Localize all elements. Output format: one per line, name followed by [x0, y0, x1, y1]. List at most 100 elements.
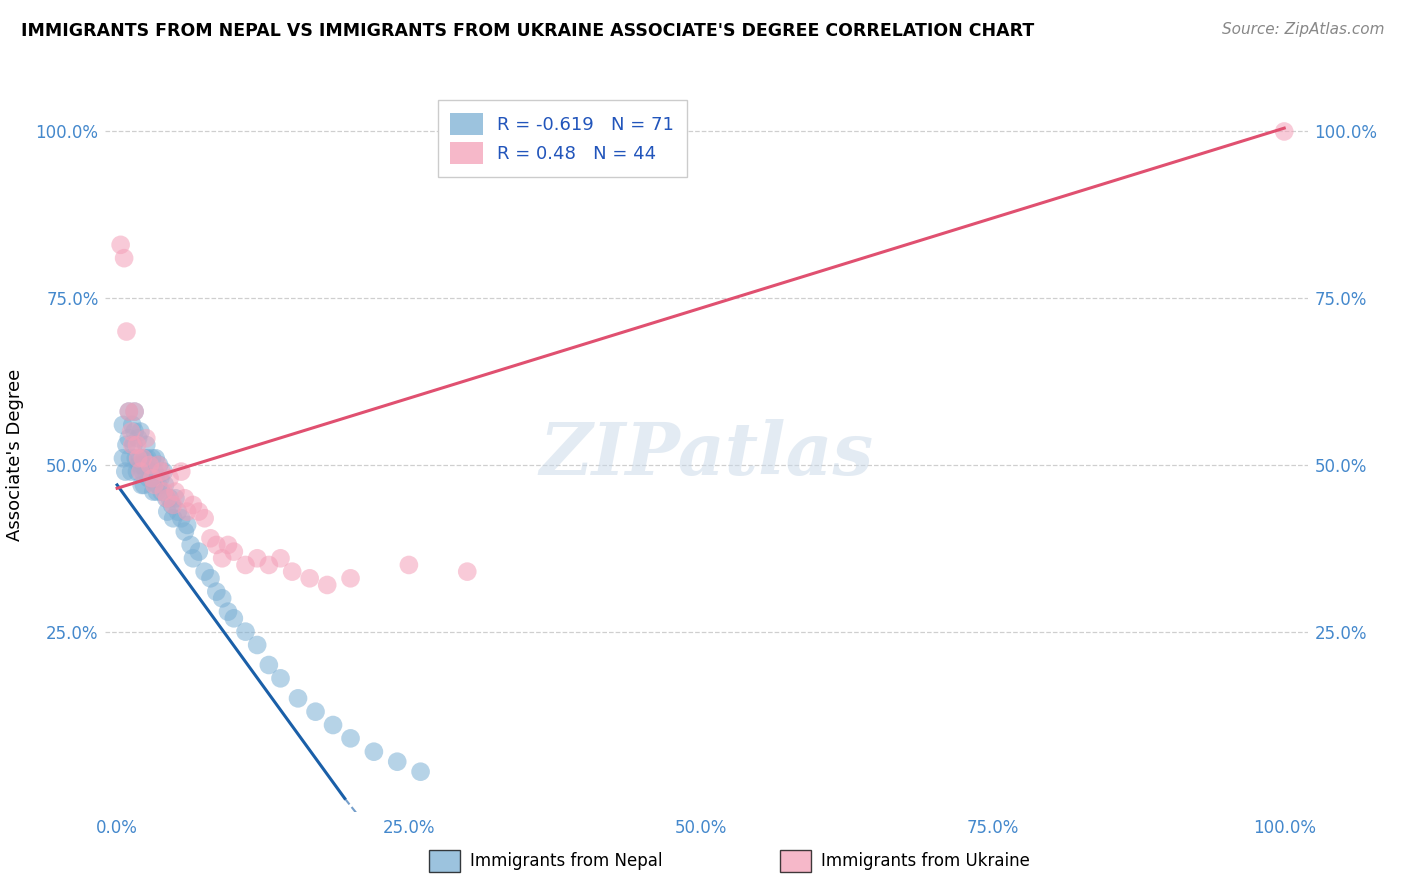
Point: [118, 431, 141, 445]
Point: [121, 438, 143, 452]
Point: [148, 458, 170, 472]
Point: [142, 484, 165, 499]
FancyBboxPatch shape: [780, 849, 811, 872]
Point: [150, 465, 173, 479]
Point: [187, 544, 209, 558]
Point: [128, 458, 150, 472]
Point: [115, 438, 138, 452]
Point: [127, 451, 149, 466]
Point: [176, 505, 198, 519]
Point: [124, 404, 146, 418]
Point: [270, 551, 292, 566]
Point: [141, 471, 163, 485]
Point: [165, 491, 187, 506]
Point: [387, 755, 409, 769]
Point: [156, 491, 179, 506]
Point: [170, 511, 193, 525]
Point: [194, 511, 217, 525]
Point: [118, 404, 141, 418]
Point: [136, 451, 159, 466]
Point: [146, 478, 169, 492]
Point: [156, 505, 179, 519]
Point: [162, 498, 184, 512]
Point: [139, 465, 162, 479]
FancyBboxPatch shape: [429, 849, 460, 872]
Point: [132, 451, 155, 466]
Point: [181, 551, 204, 566]
Point: [211, 591, 233, 606]
Point: [122, 438, 145, 452]
Point: [135, 438, 157, 452]
Point: [222, 544, 245, 558]
Point: [339, 571, 361, 585]
Point: [132, 478, 155, 492]
Point: [173, 524, 195, 539]
Point: [173, 491, 195, 506]
Point: [146, 484, 169, 499]
Point: [176, 518, 198, 533]
Text: Immigrants from Nepal: Immigrants from Nepal: [470, 852, 662, 870]
Point: [217, 605, 239, 619]
Point: [298, 571, 321, 585]
Point: [211, 551, 233, 566]
Point: [124, 404, 146, 418]
Point: [132, 465, 155, 479]
Point: [114, 465, 136, 479]
Point: [159, 471, 181, 485]
Point: [131, 478, 153, 492]
Point: [112, 251, 135, 265]
Point: [180, 538, 202, 552]
Point: [159, 491, 181, 506]
Point: [287, 691, 309, 706]
Point: [149, 471, 172, 485]
Point: [162, 511, 184, 525]
Point: [135, 431, 157, 445]
Point: [281, 565, 304, 579]
Point: [235, 558, 257, 572]
Point: [141, 451, 163, 466]
Point: [141, 471, 163, 485]
Point: [200, 571, 222, 585]
Point: [170, 465, 193, 479]
Point: [166, 505, 188, 519]
Point: [316, 578, 339, 592]
Point: [124, 425, 146, 439]
Point: [222, 611, 245, 625]
Point: [153, 484, 176, 499]
Point: [398, 558, 420, 572]
Point: [363, 745, 385, 759]
Text: IMMIGRANTS FROM NEPAL VS IMMIGRANTS FROM UKRAINE ASSOCIATE'S DEGREE CORRELATION : IMMIGRANTS FROM NEPAL VS IMMIGRANTS FROM…: [21, 22, 1035, 40]
Point: [120, 425, 142, 439]
Text: Immigrants from Ukraine: Immigrants from Ukraine: [821, 852, 1031, 870]
Point: [111, 451, 134, 466]
Point: [160, 498, 183, 512]
Point: [110, 237, 132, 252]
Point: [456, 565, 478, 579]
Point: [145, 451, 167, 466]
Point: [153, 478, 176, 492]
Point: [139, 458, 162, 472]
Point: [127, 431, 149, 445]
Point: [125, 438, 148, 452]
Point: [118, 451, 141, 466]
Point: [135, 465, 157, 479]
Point: [246, 551, 269, 566]
Point: [270, 671, 292, 685]
Y-axis label: Associate's Degree: Associate's Degree: [7, 368, 24, 541]
Text: Source: ZipAtlas.com: Source: ZipAtlas.com: [1222, 22, 1385, 37]
Point: [146, 458, 169, 472]
Point: [115, 325, 138, 339]
Point: [181, 498, 204, 512]
Point: [111, 417, 134, 432]
Legend: R = -0.619   N = 71, R = 0.48   N = 44: R = -0.619 N = 71, R = 0.48 N = 44: [437, 100, 686, 177]
Text: ZIPatlas: ZIPatlas: [540, 419, 873, 491]
Point: [134, 451, 156, 466]
Point: [205, 584, 228, 599]
Point: [165, 484, 187, 499]
Point: [118, 404, 141, 418]
Point: [235, 624, 257, 639]
Point: [129, 451, 152, 466]
Point: [129, 465, 152, 479]
Point: [409, 764, 432, 779]
Point: [1272, 124, 1295, 138]
